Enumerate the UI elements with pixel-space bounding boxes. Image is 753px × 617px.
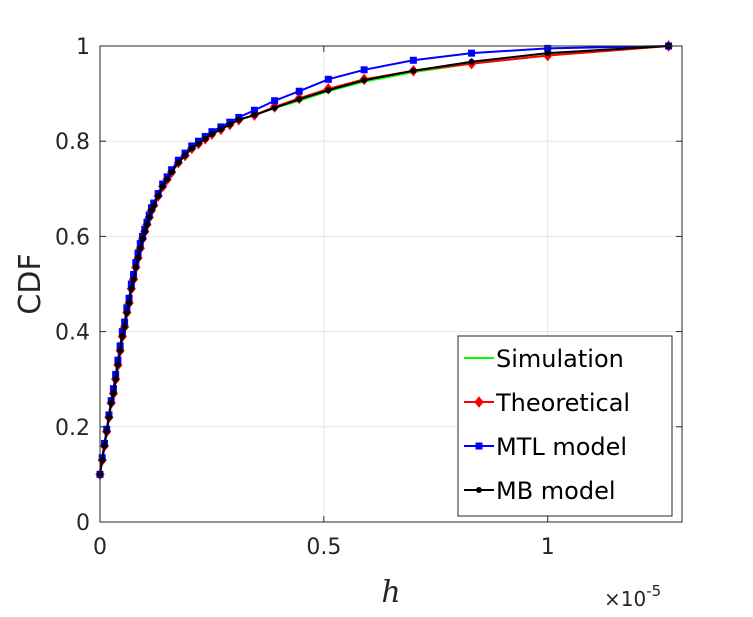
data-point-mb-model [110,390,117,397]
data-point-mb-model [271,104,278,111]
x-axis-label: h [381,575,400,610]
y-tick-label: 0.2 [55,416,90,441]
legend-label-theoretical: Theoretical [495,389,630,417]
data-point-mb-model [325,87,332,94]
data-point-mb-model [168,169,175,176]
data-point-mb-model [235,116,242,123]
data-point-mb-model [130,276,137,283]
data-point-mb-model [182,152,189,159]
axes-box [99,45,683,523]
data-point-mtl-model [324,75,332,83]
data-point-mb-model [217,126,224,133]
y-tick-label: 0.4 [55,321,90,346]
data-point-mb-model [101,442,108,449]
data-point-mtl-model [271,97,279,105]
data-point-mb-model [202,135,209,142]
data-point-mb-model [188,145,195,152]
data-point-mb-model [150,202,157,209]
data-point-mb-model [164,176,171,183]
legend-item-mtl-model: MTL model [464,433,627,461]
data-point-mb-model [361,77,368,84]
ticks: 0 0.5 1 0 0.2 0.4 0.6 0.8 1 [55,35,682,560]
data-point-mb-model [159,183,166,190]
data-point-mb-model [123,309,130,316]
y-axis-label: CDF [13,253,48,314]
series-group [95,40,674,481]
data-point-mb-model [195,140,202,147]
legend-marker-mb-model [476,487,482,493]
data-point-mb-model [155,192,162,199]
series-mb-model [97,43,672,478]
data-point-mb-model [117,347,124,354]
legend-box [457,335,673,517]
legend-marker-theoretical [474,396,484,408]
data-point-mb-model [141,228,148,235]
data-point-mb-model [175,159,182,166]
data-point-mb-model [296,96,303,103]
x-axis-exponent-power: -5 [646,582,661,600]
data-point-mb-model [410,67,417,74]
data-point-mb-model [139,235,146,242]
data-point-mb-model [226,121,233,128]
data-point-mb-model [126,300,133,307]
legend-item-simulation: Simulation [464,345,624,373]
data-point-mtl-model [295,87,303,95]
data-point-mb-model [112,376,119,383]
data-point-mb-model [119,333,126,340]
legend-label-mtl-model: MTL model [496,433,627,461]
data-point-mb-model [146,214,153,221]
x-axis-exponent: ×10-5 [604,582,661,611]
legend: Simulation Theoretical MTL model MB model [457,335,673,517]
data-point-mb-model [132,264,139,271]
legend-label-simulation: Simulation [496,345,624,373]
data-point-mb-model [135,254,142,261]
data-point-mb-model [105,414,112,421]
data-point-mb-model [114,361,121,368]
data-point-mb-model [128,285,135,292]
data-point-mb-model [148,207,155,214]
data-point-mb-model [251,112,258,119]
data-point-mb-model [137,245,144,252]
legend-item-mb-model: MB model [464,477,616,505]
data-point-mb-model [144,221,151,228]
y-tick-label: 0 [76,511,90,536]
legend-item-theoretical: Theoretical [464,389,630,417]
x-tick-label: 0.5 [306,535,341,560]
data-point-mb-model [103,428,110,435]
data-point-mtl-model [468,49,476,57]
legend-label-mb-model: MB model [496,477,616,505]
x-axis-exponent-base: ×10 [604,587,646,611]
legend-marker-mtl-model [475,442,483,450]
data-point-mtl-model [409,56,417,64]
data-point-mtl-model [360,66,368,74]
x-tick-label: 1 [541,535,555,560]
y-tick-label: 1 [76,35,90,60]
data-point-mb-model [121,323,128,330]
y-tick-label: 0.8 [55,130,90,155]
x-tick-label: 0 [93,535,107,560]
y-tick-label: 0.6 [55,225,90,250]
data-point-mb-model [108,400,115,406]
data-point-mb-model [468,58,475,65]
data-point-mb-model [208,131,215,138]
